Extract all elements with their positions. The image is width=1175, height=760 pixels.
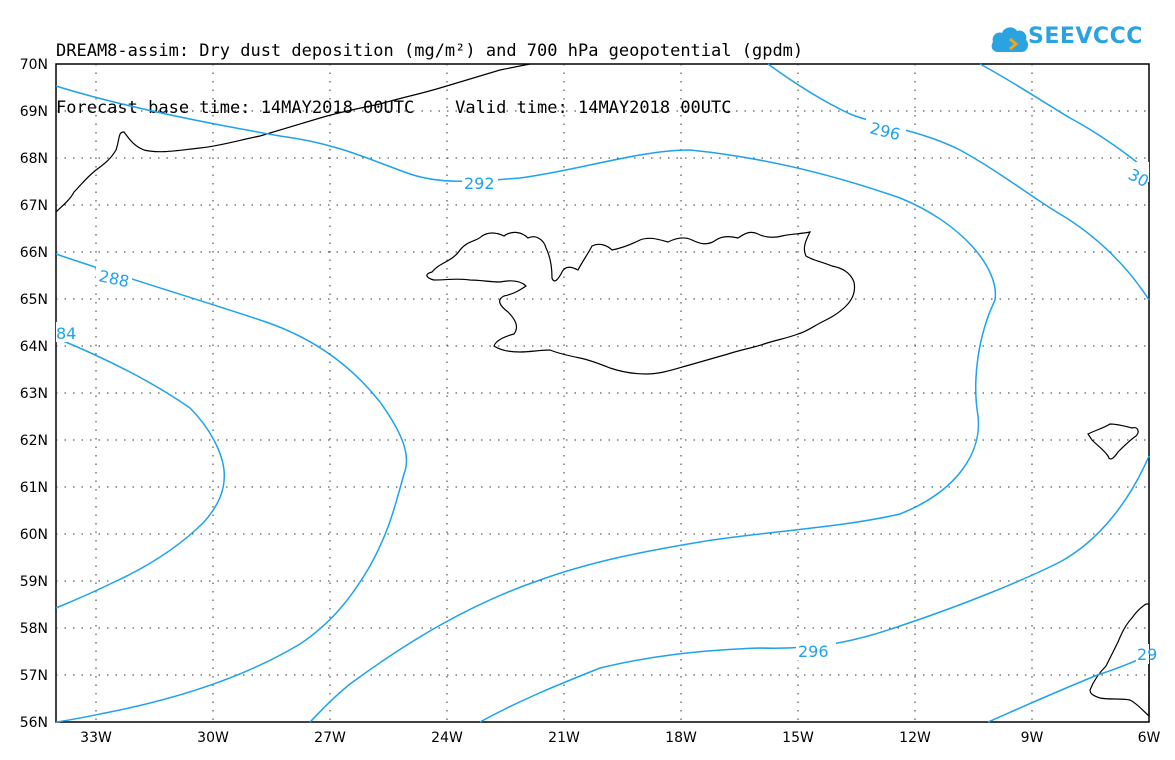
grid-lines (56, 64, 1149, 722)
lon-label: 30W (197, 730, 229, 746)
lat-label: 69N (20, 104, 48, 120)
lon-label: 18W (665, 730, 697, 746)
lat-label: 65N (20, 292, 48, 308)
contour-288 (55, 253, 408, 723)
lon-label: 6W (1138, 730, 1161, 746)
contour-labels: 292 296 288 84 296 30 29 (56, 118, 1157, 664)
lon-label: 33W (80, 730, 112, 746)
latitude-labels: 70N 69N 68N 67N 66N 65N 64N 63N 62N 61N … (20, 57, 48, 731)
contour-296-north (767, 63, 1150, 301)
logo-text: SEEVCCC (1028, 24, 1143, 49)
lat-label: 57N (20, 668, 48, 684)
contour-292-southeast (987, 655, 1150, 723)
cloud-icon (991, 27, 1029, 52)
contour-label-284: 84 (56, 324, 76, 343)
contour-300 (979, 63, 1150, 173)
faroe-coast (1087, 423, 1139, 460)
longitude-labels: 33W 30W 27W 24W 21W 18W 15W 12W 9W 6W (80, 730, 1160, 746)
lat-label: 61N (20, 480, 48, 496)
lat-label: 56N (20, 715, 48, 731)
lat-label: 64N (20, 339, 48, 355)
lon-label: 9W (1021, 730, 1044, 746)
geopotential-contours (55, 63, 1150, 723)
lon-label: 21W (548, 730, 580, 746)
contour-label-292-southeast: 29 (1137, 645, 1157, 664)
lon-label: 15W (782, 730, 814, 746)
lat-label: 59N (20, 574, 48, 590)
contour-label-296-south: 296 (798, 642, 829, 661)
greenland-coast (55, 63, 531, 213)
lat-label: 66N (20, 245, 48, 261)
lat-label: 60N (20, 527, 48, 543)
coastlines (55, 63, 1150, 718)
chart-title: DREAM8-assim: Dry dust deposition (mg/m²… (56, 41, 804, 61)
contour-label-292: 292 (464, 174, 495, 193)
contour-label-backgrounds (56, 116, 1149, 664)
lon-label: 27W (314, 730, 346, 746)
lat-label: 67N (20, 198, 48, 214)
lat-label: 68N (20, 151, 48, 167)
contour-292 (55, 85, 997, 723)
seevccc-logo: SEEVCCC (990, 20, 1142, 60)
lon-label: 12W (899, 730, 931, 746)
lat-label: 62N (20, 433, 48, 449)
lat-label: 63N (20, 386, 48, 402)
iceland-coast (426, 231, 856, 375)
contour-284 (55, 337, 226, 609)
lat-label: 70N (20, 57, 48, 73)
scotland-coast (1089, 603, 1150, 718)
lon-label: 24W (431, 730, 463, 746)
contour-296-south (479, 455, 1150, 723)
lat-label: 58N (20, 621, 48, 637)
